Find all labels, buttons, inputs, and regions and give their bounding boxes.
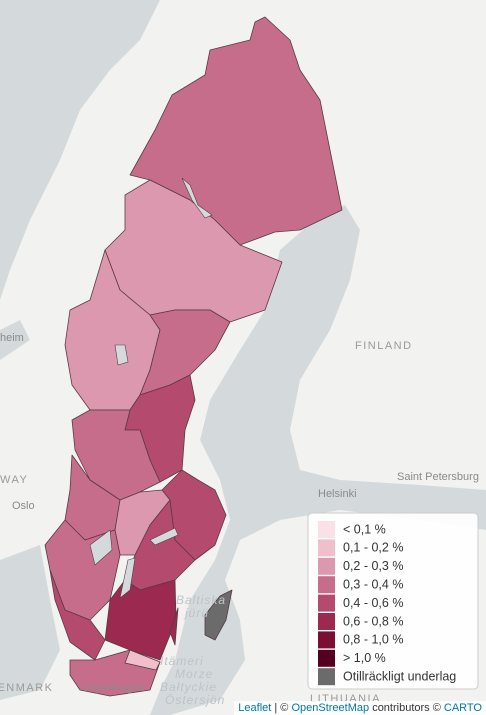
place-label: DENMARK <box>0 682 54 694</box>
sea-label: Bałtyckie <box>160 680 217 694</box>
lake <box>89 529 113 566</box>
region[interactable] <box>129 16 343 246</box>
place-label: Oslo <box>12 500 35 512</box>
region[interactable] <box>204 589 233 641</box>
legend-label: < 0,1 % <box>343 522 386 536</box>
legend-swatch <box>318 576 335 594</box>
text: © <box>280 702 289 714</box>
sea <box>0 0 160 300</box>
legend: < 0,1 % 0,1 - 0,2 % 0,2 - 0,3 % 0,3 - 0,4 %… <box>307 512 479 690</box>
legend-label: 0,6 - 0,8 % <box>343 614 403 628</box>
link[interactable]: OpenStreetMap <box>291 702 370 714</box>
legend-swatch <box>318 613 335 630</box>
link[interactable]: CARTO <box>443 702 482 714</box>
legend-label: 0,8 - 1,0 % <box>343 633 403 647</box>
lake <box>149 527 179 546</box>
region[interactable] <box>124 649 161 671</box>
lake <box>114 344 129 366</box>
region[interactable] <box>49 569 106 661</box>
sea-label: Morze <box>175 667 213 681</box>
link[interactable]: Leaflet <box>238 702 272 714</box>
sea <box>150 205 486 715</box>
legend-label: 0,2 - 0,3 % <box>343 559 403 573</box>
legend-label: Otillräckligt underlag <box>343 669 456 683</box>
lake <box>119 557 136 599</box>
legend-label: 0,3 - 0,4 % <box>343 577 403 591</box>
legend-swatch <box>318 539 335 557</box>
place-label: Helsinki <box>318 488 357 500</box>
legend-swatch <box>318 668 335 686</box>
legend-swatch <box>318 649 335 667</box>
legend-swatch <box>318 631 335 649</box>
region[interactable] <box>71 409 161 501</box>
sea <box>0 320 30 360</box>
place-label: WAY <box>0 474 28 486</box>
sea-label: Östersjön <box>165 693 225 707</box>
separator: | <box>274 702 278 714</box>
place-label: heim <box>0 332 24 344</box>
text: contributors © <box>372 702 441 714</box>
legend-label: 0,1 - 0,2 % <box>343 541 403 555</box>
sea-label: Baltiska <box>176 593 226 607</box>
region[interactable] <box>169 607 179 646</box>
place-label: Copenhagen <box>82 682 145 694</box>
legend-label: > 1,0 % <box>343 651 386 665</box>
sea-label: jürü <box>183 606 209 620</box>
legend-swatch <box>318 521 335 538</box>
legend-label: 0,4 - 0,6 % <box>343 596 403 610</box>
attribution: Leaflet | © OpenStreetMap contributors ©… <box>234 701 486 715</box>
legend-swatch <box>318 594 335 612</box>
place-label: Saint Petersburg <box>397 471 479 483</box>
legend-swatch <box>318 557 335 575</box>
legend-box <box>307 512 479 690</box>
sea <box>0 545 60 700</box>
lake <box>181 177 213 219</box>
place-label: FINLAND <box>355 340 413 352</box>
sea-label: Itämeri <box>160 654 204 668</box>
